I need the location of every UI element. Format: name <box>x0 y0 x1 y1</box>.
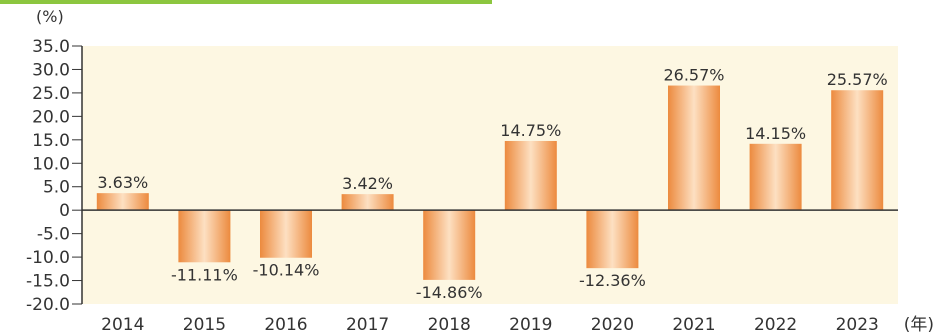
x-tick-label: 2016 <box>264 315 307 332</box>
data-label-2018: -14.86% <box>416 283 483 302</box>
y-tick-label: -20.0 <box>26 295 70 315</box>
bars-group <box>96 85 884 280</box>
data-label-2017: 3.42% <box>342 174 393 193</box>
x-tick-label: 2015 <box>183 315 226 332</box>
bar-2018 <box>423 210 476 280</box>
y-tick-label: -10.0 <box>26 248 70 268</box>
bar-2021 <box>668 85 720 211</box>
x-tick-label: 2014 <box>101 315 144 332</box>
x-tick-label: 2023 <box>836 315 879 332</box>
bar-2019 <box>504 140 557 211</box>
bar-2023 <box>831 90 884 211</box>
x-tick-label: 2019 <box>509 315 552 332</box>
y-tick-label: 15.0 <box>32 131 70 151</box>
data-label-2022: 14.15% <box>745 124 806 143</box>
data-label-2014: 3.63% <box>97 173 148 192</box>
x-tick-label: 2020 <box>591 315 634 332</box>
y-tick-label: 10.0 <box>32 154 70 174</box>
bar-2014 <box>96 193 149 211</box>
bar-2020 <box>586 210 639 269</box>
bar-2016 <box>260 210 312 258</box>
x-tick-label: 2018 <box>428 315 471 332</box>
x-tick-label: 2022 <box>754 315 797 332</box>
x-axis-ticks: 2014 2015 2016 2017 2018 2019 2020 2021 2022 2023 <box>101 315 879 332</box>
y-tick-label: 35.0 <box>32 37 70 57</box>
data-label-2016: -10.14% <box>253 261 320 280</box>
y-tick-label: -15.0 <box>26 272 70 292</box>
y-tick-label: 25.0 <box>32 84 70 104</box>
y-tick-label: 0 <box>59 201 70 221</box>
bar-2022 <box>749 143 802 211</box>
x-unit-label: (年) <box>904 315 934 332</box>
y-unit-label: (%) <box>36 7 64 26</box>
data-label-2020: -12.36% <box>579 271 646 290</box>
data-label-2015: -11.11% <box>171 265 238 284</box>
bar-2017 <box>341 194 394 211</box>
data-label-2021: 26.57% <box>663 66 724 85</box>
y-tick-label: 20.0 <box>32 107 70 127</box>
x-tick-label: 2021 <box>672 315 715 332</box>
bar-2015 <box>178 210 231 263</box>
data-label-2019: 14.75% <box>500 121 561 140</box>
data-labels: 3.63% -11.11% -10.14% 3.42% -14.86% 14.75% -12… <box>97 66 887 302</box>
top-accent-line <box>0 0 492 4</box>
y-axis-ticks: 35.0 30.0 25.0 20.0 15.0 10.0 5.0 0 -5.0 -10.0 -15… <box>26 37 82 315</box>
y-tick-label: -5.0 <box>37 225 70 245</box>
x-tick-label: 2017 <box>346 315 389 332</box>
y-tick-label: 5.0 <box>43 178 70 198</box>
data-label-2023: 25.57% <box>827 70 888 89</box>
y-tick-label: 30.0 <box>32 60 70 80</box>
